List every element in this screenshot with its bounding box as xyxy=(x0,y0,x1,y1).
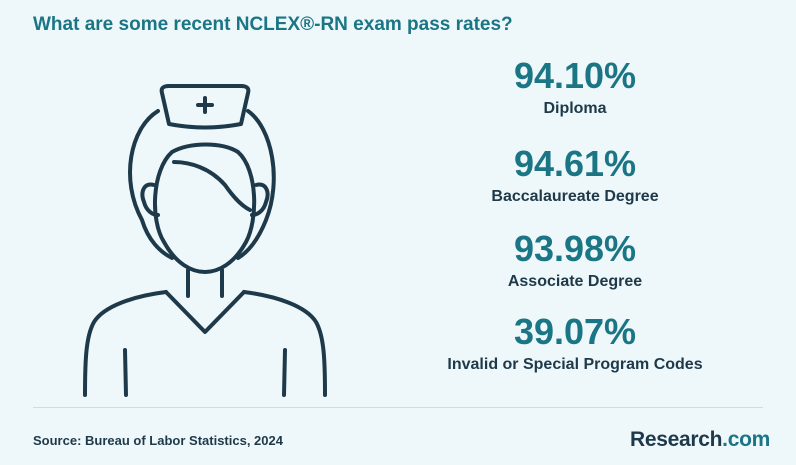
stat-label: Baccalaureate Degree xyxy=(491,188,659,205)
stat-special-program: 39.07% Invalid or Special Program Codes xyxy=(400,314,750,374)
nurse-icon xyxy=(83,84,327,397)
stat-diploma: 94.10% Diploma xyxy=(400,58,750,118)
stat-label: Invalid or Special Program Codes xyxy=(447,356,703,373)
stat-baccalaureate: 94.61% Baccalaureate Degree xyxy=(400,146,750,206)
source-text: Source: Bureau of Labor Statistics, 2024 xyxy=(33,433,283,448)
brand-name: Research xyxy=(630,428,723,451)
stat-associate: 93.98% Associate Degree xyxy=(400,231,750,291)
stat-value: 39.07% xyxy=(513,311,637,352)
page-title: What are some recent NCLEX®-RN exam pass… xyxy=(33,14,513,35)
stat-label: Diploma xyxy=(543,100,607,117)
stat-value: 94.10% xyxy=(513,55,637,96)
brand-tld: .com xyxy=(722,428,770,451)
stat-value: 93.98% xyxy=(513,228,637,269)
footer-divider xyxy=(33,407,763,408)
stat-value: 94.61% xyxy=(513,143,637,184)
stat-label: Associate Degree xyxy=(507,273,643,290)
brand-logo: Research.com xyxy=(630,428,770,452)
